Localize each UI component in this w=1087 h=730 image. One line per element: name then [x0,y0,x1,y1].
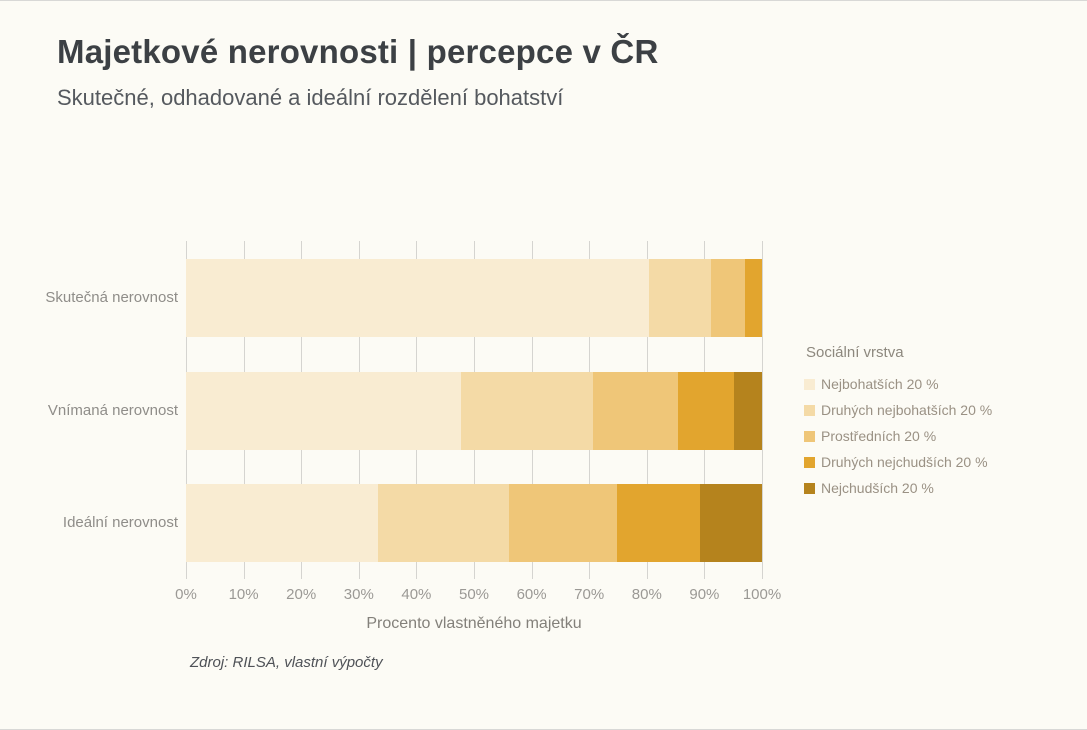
x-tick-label: 10% [228,586,259,603]
bar-row [186,372,762,450]
bar-segment [744,259,762,337]
x-tick-label: 80% [631,586,662,603]
bar-row [186,259,762,337]
bar-segment [678,372,734,450]
legend-title: Sociální vrstva [806,344,904,361]
x-tick-label: 60% [516,586,547,603]
legend-item: Nejbohatších 20 % [804,376,1064,392]
legend-item: Prostředních 20 % [804,428,1064,444]
legend-item: Druhých nejchudších 20 % [804,454,1064,470]
plot-area [186,241,763,579]
legend-items: Nejbohatších 20 % Druhých nejbohatších 20… [804,376,1064,496]
x-tick-label: 40% [401,586,432,603]
row-label: Vnímaná nerovnost [47,402,178,419]
bar-segment [649,259,711,337]
x-tick-label: 90% [689,586,720,603]
bar-segment [186,259,650,337]
page-subtitle: Skutečné, odhadované a ideální rozdělení… [57,85,564,110]
bar-segment [461,372,594,450]
bar-segment [710,259,745,337]
row-label: Skutečná nerovnost [45,289,178,306]
legend-swatch-icon [804,457,815,468]
bar-segment [733,372,762,450]
legend-swatch-icon [804,431,815,442]
bar-segment [377,484,509,562]
bar-segment [593,372,679,450]
legend: Sociální vrstva Nejbohatších 20 % Druhých… [804,344,1064,509]
page-title: Majetkové nerovnosti | percepce v ČR [57,33,659,70]
x-axis-ticks: 0% 10% 20% 30% 40% 50% 60% 70% 80% 90% 100% [175,586,781,606]
row-label: Ideální nerovnost [62,514,178,531]
x-tick-label: 100% [742,586,782,603]
bar-segment [616,484,701,562]
bar-segment [186,484,378,562]
legend-item-label: Nejchudších 20 % [821,480,934,496]
bar-row [186,484,762,562]
x-tick-label: 50% [458,586,490,603]
x-axis-title: Procento vlastněného majetku [366,615,582,632]
x-tick-label: 20% [286,586,317,603]
legend-item-label: Nejbohatších 20 % [821,376,939,392]
gridline [762,241,763,579]
legend-item: Druhých nejbohatších 20 % [804,402,1064,418]
legend-item-label: Druhých nejchudších 20 % [821,454,988,470]
legend-swatch-icon [804,379,815,390]
x-tick-label: 0% [175,586,197,603]
legend-item-label: Prostředních 20 % [821,428,937,444]
x-tick-label: 30% [343,586,374,603]
legend-item-label: Druhých nejbohatších 20 % [821,402,993,418]
legend-swatch-icon [804,405,815,416]
bar-segment [186,372,462,450]
bar-segment [508,484,617,562]
source-note: Zdroj: RILSA, vlastní výpočty [190,654,383,671]
x-tick-label: 70% [574,586,605,603]
legend-item: Nejchudších 20 % [804,480,1064,496]
legend-swatch-icon [804,483,815,494]
bar-segment [700,484,762,562]
